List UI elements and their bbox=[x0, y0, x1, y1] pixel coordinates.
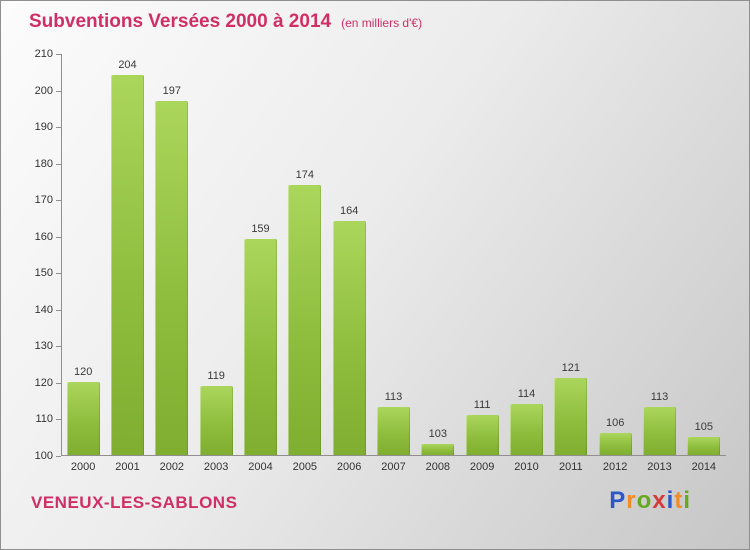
logo-letter: P bbox=[609, 487, 627, 514]
bar-value-label: 197 bbox=[162, 85, 181, 97]
location-label: VENEUX-LES-SABLONS bbox=[31, 493, 238, 512]
bar-2004 bbox=[244, 239, 277, 455]
bar-2000 bbox=[66, 382, 100, 455]
y-tick-mark bbox=[56, 163, 61, 165]
y-tick-label: 110 bbox=[35, 413, 53, 426]
x-tick-label: 2002 bbox=[159, 461, 185, 473]
bar-value-label: 164 bbox=[339, 205, 359, 217]
bar-2007 bbox=[377, 407, 410, 455]
bar-2002 bbox=[155, 101, 189, 455]
y-tick-mark bbox=[56, 309, 61, 311]
bar-2011 bbox=[554, 378, 588, 455]
bar-2008 bbox=[421, 444, 455, 455]
plot-area: 120 2000 204 2001 197 2002 119 2003 159 2004 174 20… bbox=[56, 54, 726, 473]
bar-2003 bbox=[199, 386, 233, 455]
y-tick-label: 210 bbox=[34, 48, 53, 60]
bar-value-label: 113 bbox=[384, 391, 403, 403]
x-tick-label: 2008 bbox=[425, 461, 451, 473]
y-tick-mark bbox=[56, 346, 61, 348]
y-tick-label: 100 bbox=[34, 450, 53, 462]
bar-value-label: 111 bbox=[473, 399, 491, 411]
bar-2001 bbox=[111, 75, 144, 455]
bar-value-label: 121 bbox=[561, 362, 580, 374]
x-tick-label: 2000 bbox=[70, 461, 96, 473]
y-tick-mark bbox=[56, 419, 61, 421]
bar-value-label: 174 bbox=[295, 169, 314, 181]
x-tick-label: 2010 bbox=[514, 461, 539, 473]
y-tick-label: 150 bbox=[34, 267, 53, 280]
bar-value-label: 113 bbox=[650, 391, 669, 403]
bar-value-label: 114 bbox=[517, 388, 536, 400]
logo-letter: i bbox=[666, 487, 675, 514]
bar-2014 bbox=[687, 437, 721, 455]
y-tick-label: 190 bbox=[34, 121, 53, 134]
y-tick-mark bbox=[56, 382, 61, 384]
chart-title: Subventions Versées 2000 à 2014 (en milli… bbox=[29, 11, 422, 33]
bar-value-label: 159 bbox=[251, 223, 270, 235]
logo-letter: r bbox=[626, 487, 637, 514]
x-tick-label: 2014 bbox=[691, 461, 717, 473]
y-tick-mark bbox=[56, 127, 61, 129]
bar-value-label: 120 bbox=[73, 366, 93, 378]
y-tick-label: 130 bbox=[34, 340, 53, 353]
y-tick-label: 120 bbox=[34, 376, 53, 389]
y-tick-label: 180 bbox=[34, 157, 53, 170]
x-axis-line bbox=[61, 455, 726, 456]
chart-title-text: Subventions Versées 2000 à 2014 bbox=[29, 11, 332, 32]
x-tick-label: 2004 bbox=[248, 461, 273, 473]
y-tick-mark bbox=[56, 54, 61, 55]
bar-value-label: 204 bbox=[118, 59, 137, 71]
logo-letter: o bbox=[636, 487, 653, 514]
x-tick-label: 2009 bbox=[469, 461, 495, 473]
logo-letter: i bbox=[683, 487, 691, 514]
bar-value-label: 103 bbox=[428, 428, 447, 440]
chart-subtitle: (en milliers d'€) bbox=[341, 16, 423, 30]
bar-2009 bbox=[465, 415, 499, 455]
y-tick-mark bbox=[56, 273, 61, 275]
x-tick-label: 2006 bbox=[336, 461, 362, 473]
x-tick-label: 2011 bbox=[558, 461, 583, 473]
y-tick-label: 140 bbox=[34, 303, 53, 316]
x-tick-label: 2013 bbox=[647, 461, 672, 473]
bar-2013 bbox=[643, 407, 676, 455]
x-tick-label: 2003 bbox=[203, 461, 229, 473]
y-tick-label: 200 bbox=[34, 84, 53, 97]
proxiti-logo[interactable]: Proxiti bbox=[609, 487, 691, 515]
bar-value-label: 106 bbox=[605, 417, 625, 429]
x-tick-label: 2012 bbox=[602, 461, 628, 473]
y-axis-line bbox=[61, 54, 62, 456]
x-tick-label: 2007 bbox=[381, 461, 406, 473]
bar-value-label: 119 bbox=[207, 370, 225, 382]
y-tick-label: 160 bbox=[34, 230, 53, 243]
y-tick-mark bbox=[56, 90, 61, 92]
bar-2012 bbox=[598, 433, 632, 455]
bar-value-label: 105 bbox=[694, 421, 713, 433]
y-tick-mark bbox=[56, 200, 61, 202]
bar-2010 bbox=[510, 404, 543, 455]
y-tick-mark bbox=[56, 236, 61, 238]
x-tick-label: 2005 bbox=[292, 461, 318, 473]
logo-letter: t bbox=[674, 487, 684, 514]
bar-2006 bbox=[332, 221, 366, 455]
x-tick-label: 2001 bbox=[115, 461, 140, 473]
y-tick-mark bbox=[56, 456, 61, 457]
bar-2005 bbox=[288, 185, 322, 455]
y-tick-label: 170 bbox=[34, 194, 53, 207]
logo-letter: x bbox=[652, 487, 667, 514]
